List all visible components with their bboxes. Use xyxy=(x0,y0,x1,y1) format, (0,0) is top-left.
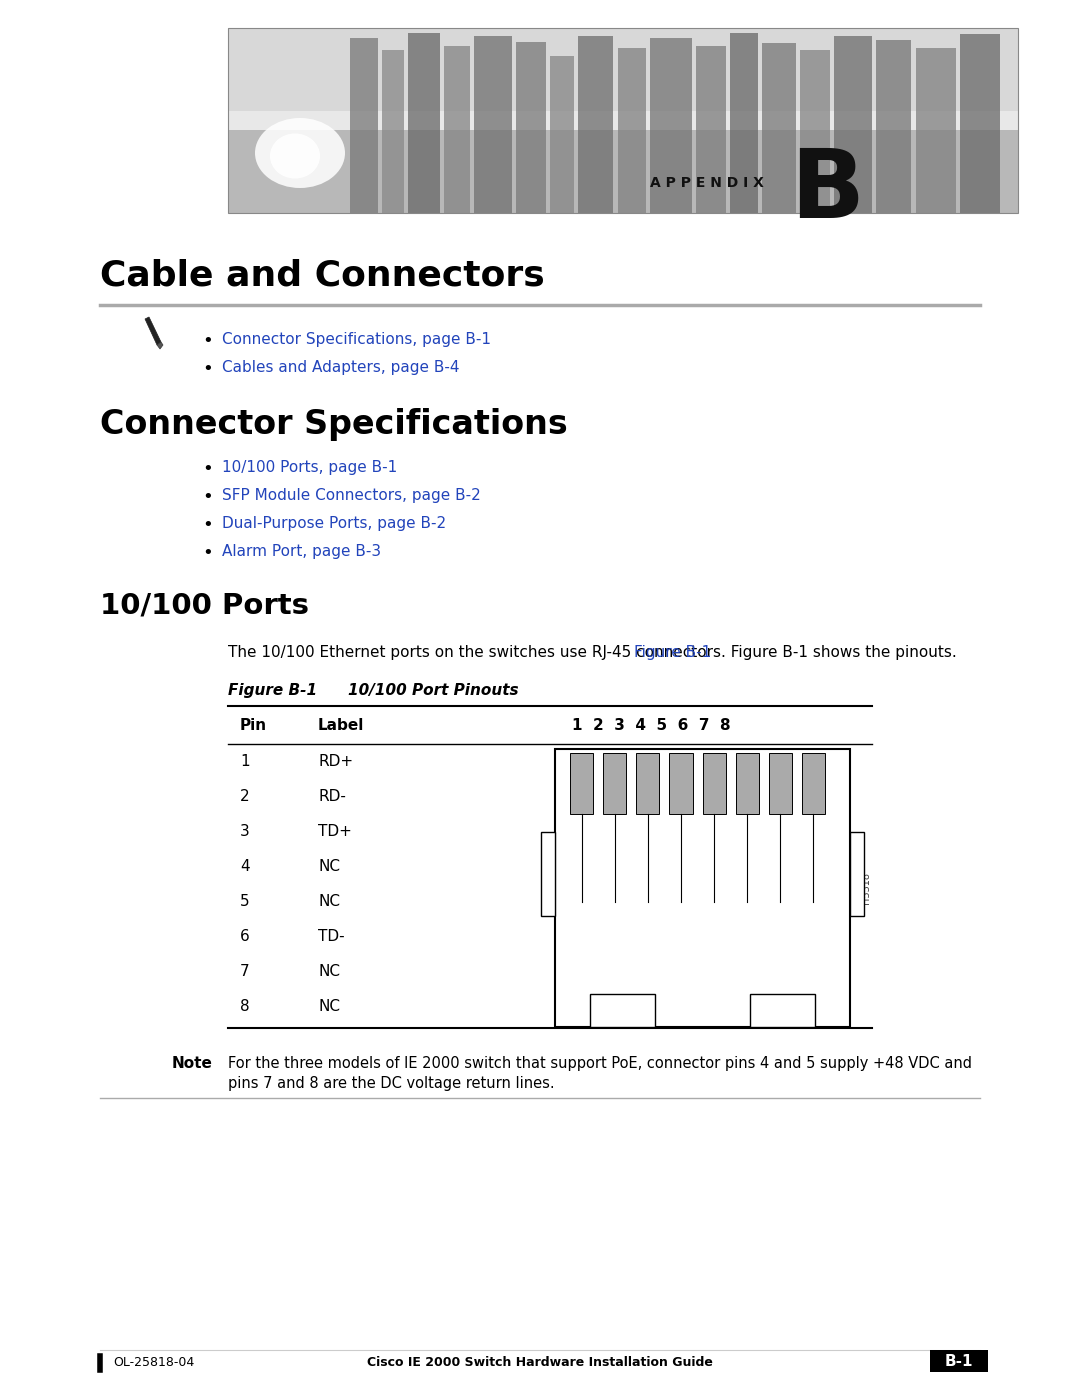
Ellipse shape xyxy=(255,117,345,189)
Bar xyxy=(555,749,850,1027)
Bar xyxy=(516,42,546,212)
Bar xyxy=(550,56,573,212)
Text: •: • xyxy=(203,543,214,562)
Bar xyxy=(228,28,1018,212)
Bar xyxy=(578,36,613,212)
Text: Cable and Connectors: Cable and Connectors xyxy=(100,258,544,292)
Bar xyxy=(930,1350,988,1372)
Bar xyxy=(916,47,956,212)
Bar xyxy=(801,753,825,814)
Text: 3: 3 xyxy=(240,824,249,840)
Bar xyxy=(408,34,440,212)
Text: Dual-Purpose Ports, page B-2: Dual-Purpose Ports, page B-2 xyxy=(222,515,446,531)
Text: RD+: RD+ xyxy=(318,754,353,768)
Text: NC: NC xyxy=(318,964,340,979)
Text: Note: Note xyxy=(172,1056,213,1071)
Bar xyxy=(474,36,512,212)
Text: Pin: Pin xyxy=(240,718,267,733)
Polygon shape xyxy=(145,317,161,345)
Bar xyxy=(750,993,814,1027)
Text: NC: NC xyxy=(318,894,340,909)
Text: 2: 2 xyxy=(240,789,249,805)
Text: A P P E N D I X: A P P E N D I X xyxy=(650,176,764,190)
Bar xyxy=(228,28,1018,212)
Bar xyxy=(382,50,404,212)
Bar xyxy=(730,34,758,212)
Bar xyxy=(603,753,626,814)
Text: 8: 8 xyxy=(240,999,249,1014)
Text: B-1: B-1 xyxy=(945,1355,973,1369)
Bar xyxy=(541,833,555,916)
Bar xyxy=(876,41,912,212)
Bar xyxy=(636,753,660,814)
Text: 1: 1 xyxy=(240,754,249,768)
Text: Label: Label xyxy=(318,718,364,733)
Text: Cables and Adapters, page B-4: Cables and Adapters, page B-4 xyxy=(222,360,459,374)
Bar xyxy=(618,47,646,212)
Text: 1  2  3  4  5  6  7  8: 1 2 3 4 5 6 7 8 xyxy=(572,718,731,733)
Bar xyxy=(735,753,759,814)
Text: Connector Specifications: Connector Specifications xyxy=(100,408,568,441)
Bar xyxy=(570,753,593,814)
Bar xyxy=(762,43,796,212)
Bar xyxy=(228,112,1018,212)
Text: Alarm Port, page B-3: Alarm Port, page B-3 xyxy=(222,543,381,559)
Bar xyxy=(650,38,692,212)
Text: Figure B-1: Figure B-1 xyxy=(228,683,318,698)
Text: B: B xyxy=(789,144,864,237)
Bar xyxy=(591,993,656,1027)
Text: NC: NC xyxy=(318,859,340,875)
Text: The 10/100 Ethernet ports on the switches use RJ-45 connectors. Figure B-1 shows: The 10/100 Ethernet ports on the switche… xyxy=(228,645,957,659)
Text: •: • xyxy=(203,515,214,534)
Bar xyxy=(696,46,726,212)
Bar xyxy=(350,38,378,212)
Text: TD-: TD- xyxy=(318,929,345,944)
Text: 10/100 Ports, page B-1: 10/100 Ports, page B-1 xyxy=(222,460,397,475)
Text: 5: 5 xyxy=(240,894,249,909)
Bar xyxy=(769,753,792,814)
Text: Cisco IE 2000 Switch Hardware Installation Guide: Cisco IE 2000 Switch Hardware Installati… xyxy=(367,1356,713,1369)
Text: •: • xyxy=(203,488,214,506)
Bar xyxy=(960,34,1000,212)
Text: •: • xyxy=(203,460,214,478)
Bar xyxy=(850,833,864,916)
Text: 6: 6 xyxy=(240,929,249,944)
Text: H5318: H5318 xyxy=(861,872,870,904)
Text: •: • xyxy=(203,332,214,351)
Bar xyxy=(670,753,692,814)
Bar xyxy=(800,50,831,212)
Text: 4: 4 xyxy=(240,859,249,875)
Text: pins 7 and 8 are the DC voltage return lines.: pins 7 and 8 are the DC voltage return l… xyxy=(228,1076,555,1091)
Text: For the three models of IE 2000 switch that support PoE, connector pins 4 and 5 : For the three models of IE 2000 switch t… xyxy=(228,1056,972,1071)
Bar xyxy=(444,46,470,212)
Text: RD-: RD- xyxy=(318,789,346,805)
Bar xyxy=(834,36,872,212)
Ellipse shape xyxy=(270,134,320,179)
Bar xyxy=(228,130,1018,212)
Text: •: • xyxy=(203,360,214,379)
Text: OL-25818-04: OL-25818-04 xyxy=(113,1356,194,1369)
Text: 10/100 Port Pinouts: 10/100 Port Pinouts xyxy=(348,683,518,698)
Polygon shape xyxy=(157,342,163,349)
Text: Connector Specifications, page B-1: Connector Specifications, page B-1 xyxy=(222,332,491,346)
Text: 7: 7 xyxy=(240,964,249,979)
Text: SFP Module Connectors, page B-2: SFP Module Connectors, page B-2 xyxy=(222,488,481,503)
Bar xyxy=(702,753,726,814)
Text: NC: NC xyxy=(318,999,340,1014)
Text: 10/100 Ports: 10/100 Ports xyxy=(100,592,309,620)
Text: Figure B-1: Figure B-1 xyxy=(634,645,712,659)
Text: TD+: TD+ xyxy=(318,824,352,840)
